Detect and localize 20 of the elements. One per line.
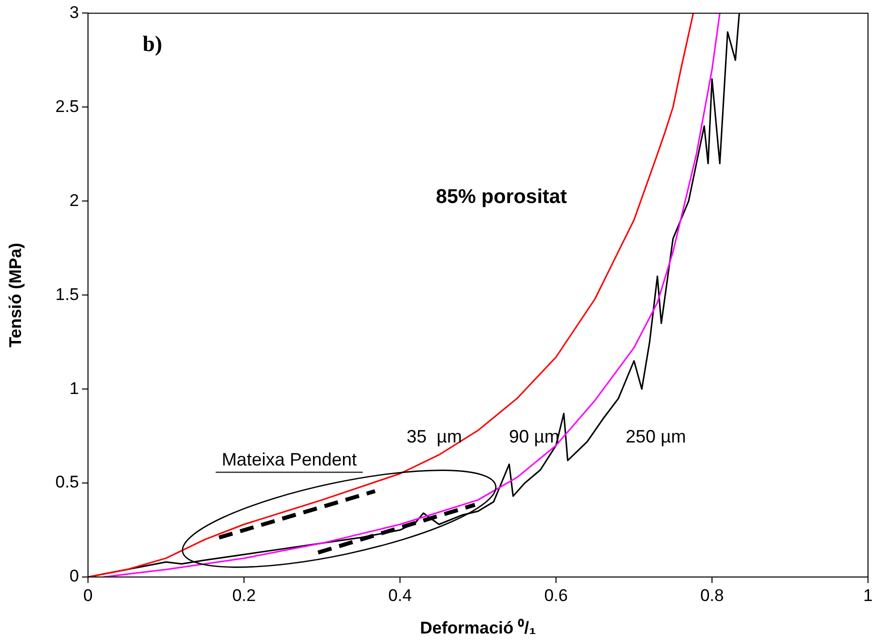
x-tick-label: 0.6 [544, 586, 568, 605]
y-tick-label: 0.5 [55, 472, 79, 492]
x-tick-label: 0.4 [388, 586, 412, 605]
annotation: Mateixa Pendent [222, 449, 357, 470]
x-tick-label: 0.8 [700, 586, 724, 605]
y-axis-title: Tensió (MPa) [6, 242, 25, 348]
y-tick-label: 1 [70, 378, 79, 398]
y-tick-label: 0 [70, 566, 79, 586]
annotation: b) [142, 31, 162, 56]
annotation: 85% porositat [436, 186, 568, 208]
x-tick-label: 1 [863, 586, 873, 605]
x-tick-label: 0 [83, 586, 93, 605]
annotation: 35 µm [406, 426, 462, 447]
annotation: 250 µm [626, 426, 686, 447]
y-tick-label: 1.5 [55, 284, 79, 304]
x-axis-title: Deformació ⁰/₁ [420, 618, 536, 638]
y-tick-label: 2 [70, 190, 79, 210]
y-tick-label: 2.5 [55, 96, 79, 116]
x-tick-label: 0.2 [232, 586, 256, 605]
y-tick-label: 3 [70, 2, 79, 22]
